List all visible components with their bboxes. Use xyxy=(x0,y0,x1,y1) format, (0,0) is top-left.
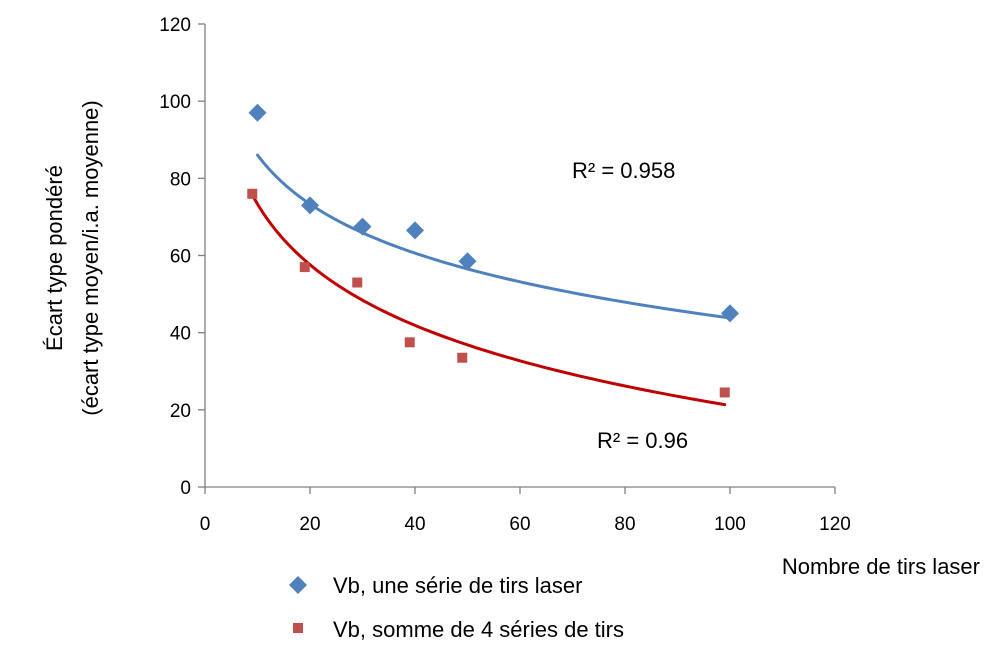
y-tick-label: 20 xyxy=(170,401,191,422)
y-tick-label: 0 xyxy=(180,478,191,499)
data-point-series-2 xyxy=(457,352,468,363)
legend-square-marker xyxy=(293,623,303,633)
x-tick-label: 20 xyxy=(299,514,320,535)
legend-item-series-2: Vb, somme de 4 séries de tirs xyxy=(293,617,624,642)
x-tick-label: 100 xyxy=(714,514,746,535)
data-point-series-2 xyxy=(404,337,415,348)
x-tick-label: 40 xyxy=(404,514,425,535)
data-point-series-2 xyxy=(247,188,258,199)
data-point-series-2 xyxy=(352,277,363,288)
y-axis-title-line-2: (écart type moyen/i.a. moyenne) xyxy=(78,100,103,415)
x-axis-title: Nombre de tirs laser xyxy=(782,554,980,579)
legend: Vb, une série de tirs laser Vb, somme de… xyxy=(289,573,624,642)
data-point-series-1 xyxy=(721,304,739,323)
y-tick-label: 80 xyxy=(170,169,191,190)
data-points-group xyxy=(247,103,739,398)
y-tick-label: 40 xyxy=(170,324,191,345)
y-tick-label: 60 xyxy=(170,247,191,268)
x-tick-label: 80 xyxy=(614,514,635,535)
axes-group xyxy=(198,23,836,494)
trendline-series-2 xyxy=(250,193,727,407)
legend-label-series-1: Vb, une série de tirs laser xyxy=(333,573,582,598)
legend-diamond-marker xyxy=(289,576,307,594)
x-tick-label: 120 xyxy=(819,514,851,535)
y-axis-title-line-1: Écart type pondéré xyxy=(42,165,67,351)
trendline-series-1 xyxy=(256,153,732,320)
r-squared-label-series-1: R² = 0.958 xyxy=(572,158,675,183)
data-point-series-1 xyxy=(301,196,319,215)
data-point-series-1 xyxy=(406,221,424,240)
tick-labels-group: 0 20 40 60 80 100 120 0 20 40 60 80 100 120 xyxy=(159,15,851,535)
legend-item-series-1: Vb, une série de tirs laser xyxy=(289,573,582,598)
data-point-series-2 xyxy=(299,262,310,273)
trendlines-group xyxy=(250,153,732,407)
annotations-group: R² = 0.958 R² = 0.96 xyxy=(572,158,688,453)
data-point-series-1 xyxy=(353,217,372,236)
data-point-series-2 xyxy=(719,387,730,398)
x-tick-label: 60 xyxy=(509,514,530,535)
data-point-series-1 xyxy=(458,252,477,271)
y-tick-label: 120 xyxy=(159,15,191,36)
r-squared-label-series-2: R² = 0.96 xyxy=(597,428,688,453)
y-tick-label: 100 xyxy=(159,92,191,113)
data-point-series-1 xyxy=(248,103,267,122)
legend-label-series-2: Vb, somme de 4 séries de tirs xyxy=(333,617,624,642)
x-tick-label: 0 xyxy=(200,514,211,535)
